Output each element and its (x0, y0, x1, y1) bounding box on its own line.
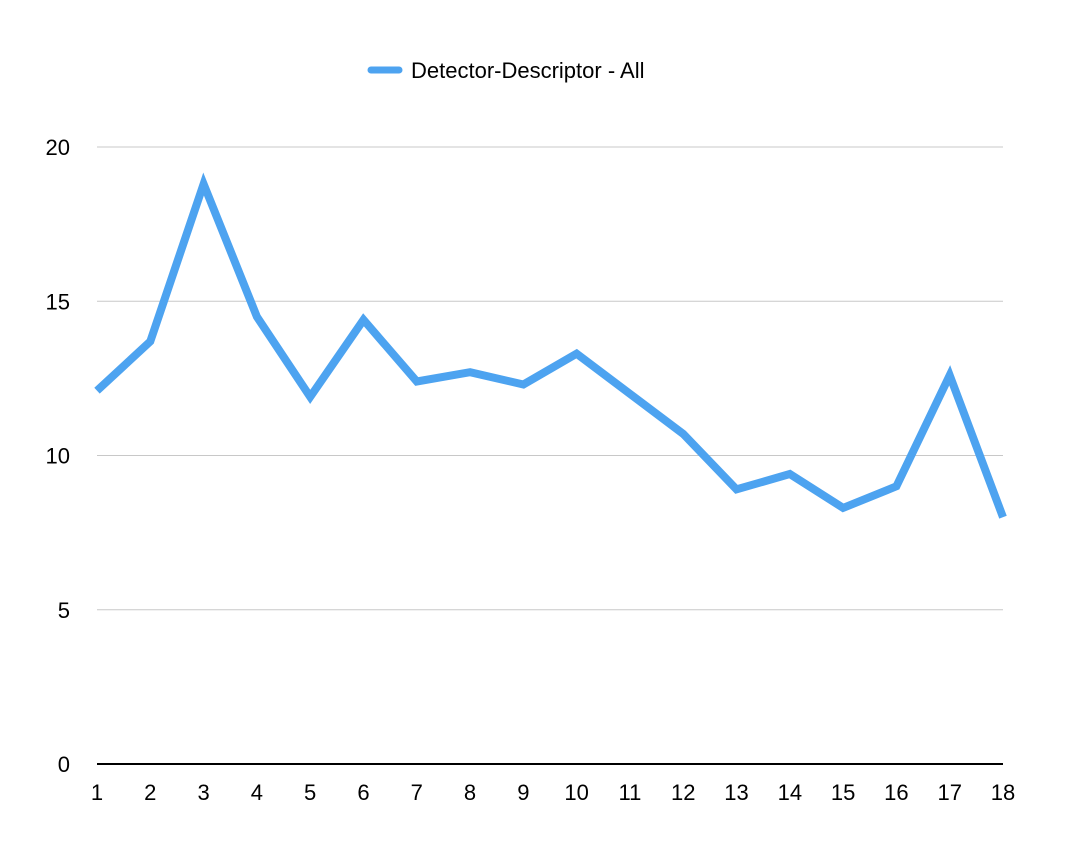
y-tick-label: 15 (46, 289, 70, 314)
x-tick-label: 18 (991, 780, 1015, 805)
legend-label: Detector-Descriptor - All (411, 58, 645, 83)
x-tick-label: 14 (778, 780, 802, 805)
grid-layer (97, 147, 1003, 610)
y-tick-label: 5 (58, 598, 70, 623)
y-tick-label: 10 (46, 444, 70, 469)
x-tick-label: 10 (564, 780, 588, 805)
x-tick-label: 7 (411, 780, 423, 805)
x-tick-label: 2 (144, 780, 156, 805)
x-tick-label: 9 (517, 780, 529, 805)
x-tick-label: 11 (619, 780, 642, 805)
x-tick-label: 6 (357, 780, 369, 805)
x-tick-label: 15 (831, 780, 855, 805)
x-tick-label: 3 (197, 780, 209, 805)
x-tick-label: 1 (91, 780, 103, 805)
y-tick-label: 0 (58, 752, 70, 777)
x-tick-label: 4 (251, 780, 263, 805)
series-layer (97, 184, 1003, 517)
x-tick-label: 17 (937, 780, 961, 805)
x-tick-label: 5 (304, 780, 316, 805)
x-tick-label: 13 (724, 780, 748, 805)
y-tick-label: 20 (46, 135, 70, 160)
legend: Detector-Descriptor - All (371, 58, 645, 83)
x-tick-label: 8 (464, 780, 476, 805)
x-tick-label: 12 (671, 780, 695, 805)
series-line (97, 184, 1003, 517)
x-tick-label: 16 (884, 780, 908, 805)
y-axis-tick-labels: 0 5 10 15 20 (46, 135, 70, 777)
